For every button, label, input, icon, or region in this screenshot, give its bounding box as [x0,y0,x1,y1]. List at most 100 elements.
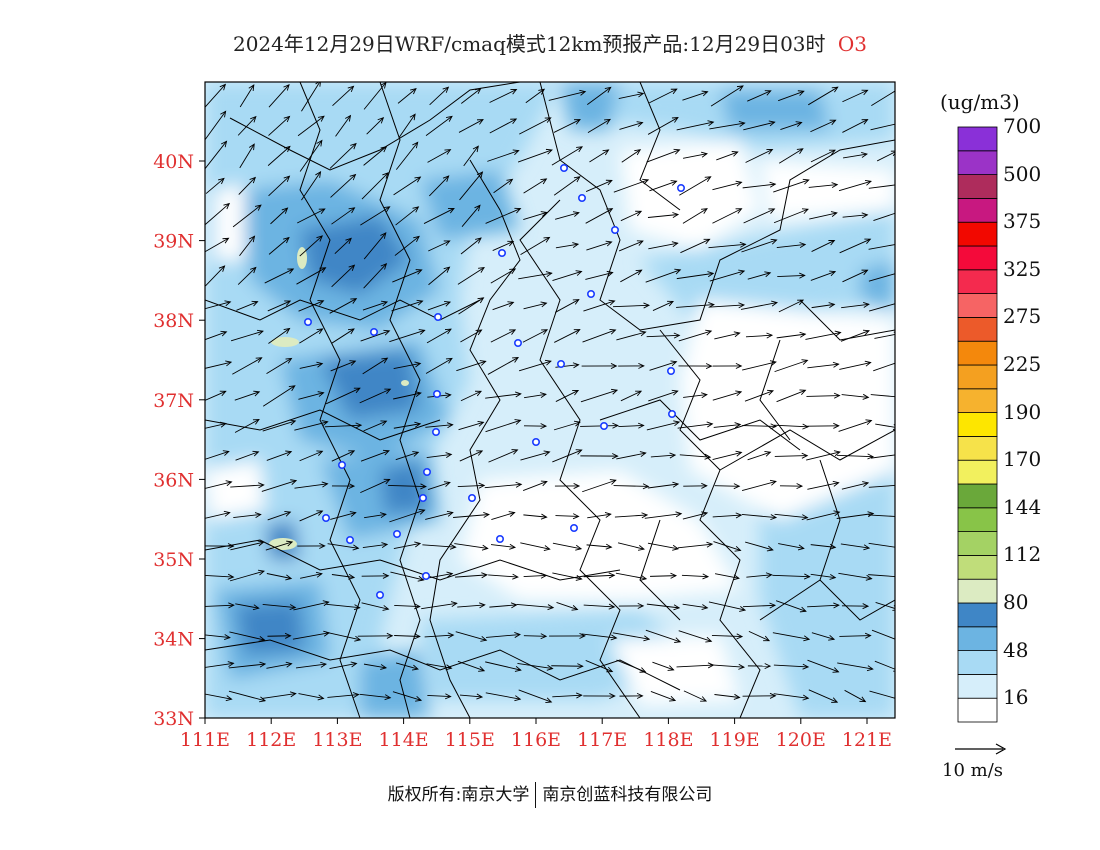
wind-arrow-head [380,420,388,426]
city-marker [667,409,676,418]
wind-arrow-head [348,483,356,490]
wind-arrow [842,153,868,159]
wind-arrow-head [606,666,614,673]
wind-arrow [267,635,291,637]
wind-arrow-head [735,390,743,397]
city-marker [556,359,565,368]
wind-arrow [331,450,355,462]
wind-arrow [232,357,262,375]
wind-arrow-head [765,572,773,579]
wind-arrow [366,117,384,135]
wind-arrow [742,183,776,189]
wind-arrow-head [831,182,839,189]
wind-arrow [870,454,895,459]
wind-arrow [811,240,835,252]
colorbar-segment [957,316,998,342]
wind-arrow [205,390,226,401]
wind-arrow-head [764,451,772,457]
wind-arrow [682,91,708,101]
wind-arrow [649,88,677,104]
wind-arrow-head [315,171,322,178]
wind-arrow-head [414,361,422,368]
lon-tick-label: 113E [312,729,362,751]
lon-tick-label: 118E [643,729,693,751]
wind-arrow-head [514,632,521,638]
wind-arrow [423,208,455,224]
wind-arrow [806,395,840,397]
wind-arrow [238,177,256,195]
wind-arrow [556,602,578,610]
wind-arrow [747,451,771,461]
wind-arrow [334,237,352,255]
wind-arrow [810,573,836,579]
wind-arrow-head [831,86,839,93]
wind-arrow [458,297,484,315]
wind-arrow [585,660,613,672]
wind-arrow-head [763,635,771,642]
wind-arrow [425,358,453,374]
wind-arrow-head [799,272,806,279]
wind-reference-label: 10 m/s [942,760,1003,781]
wind-arrow-head [316,235,324,242]
wind-arrow-head [639,330,647,337]
wind-arrow-head [577,663,584,670]
wind-arrow [523,514,547,518]
wind-arrow [874,660,895,670]
wind-arrow-head [637,602,645,609]
wind-arrow [525,88,545,104]
colorbar-segment [957,126,998,152]
colorbar-segment [957,674,998,699]
wind-arrow [807,363,839,369]
wind-arrow [523,574,547,578]
wind-arrow [714,573,740,579]
wind-arrow-head [283,175,291,182]
wind-arrow-head [446,571,454,578]
wind-arrow [395,142,419,170]
wind-arrow-head [289,419,297,426]
wind-arrow [780,121,802,131]
wind-arrow-head [545,148,553,155]
wind-arrow [297,115,325,137]
wind-arrow [268,175,290,197]
wind-arrow-head [288,385,296,392]
wind-arrow-head [545,697,553,704]
wind-arrow-head [509,543,517,550]
wind-arrow-head [767,389,775,396]
wind-arrow [714,485,740,487]
wind-arrow [395,206,419,226]
wind-arrow-head [447,207,455,214]
wind-arrow [621,149,641,163]
wind-arrow [741,513,777,519]
colorbar-segment [957,174,998,199]
wind-arrow-head [510,89,518,95]
wind-arrow-head [507,301,515,307]
wind-arrow [774,359,808,373]
wind-arrow-head [478,666,486,672]
wind-arrow [329,298,357,314]
lat-tick-label: 39N [153,231,194,253]
colorbar-segment [957,435,998,461]
wind-arrow-head [316,510,324,516]
wind-arrow-head [283,236,290,244]
wind-arrow-head [543,236,551,243]
wind-arrow-head [635,390,643,397]
colorbar-segment [957,578,998,604]
wind-arrow [552,572,582,580]
wind-arrow-head [635,269,643,276]
wind-arrow-head [572,389,580,396]
wind-arrow [205,331,227,341]
wind-arrow-head [381,357,389,364]
wind-arrow [266,357,292,375]
wind-arrow [390,571,424,581]
wind-arrow [205,111,226,141]
wind-arrow [205,423,226,429]
wind-arrow-head [220,140,228,148]
wind-arrow-head [317,115,325,122]
wind-arrow [460,237,482,255]
wind-arrow-head [345,114,352,122]
wind-arrow-head [352,544,360,551]
lat-tick-label: 33N [153,708,194,730]
wind-arrow-head [634,149,642,156]
wind-arrow [397,88,417,104]
wind-arrow-head [579,632,586,639]
